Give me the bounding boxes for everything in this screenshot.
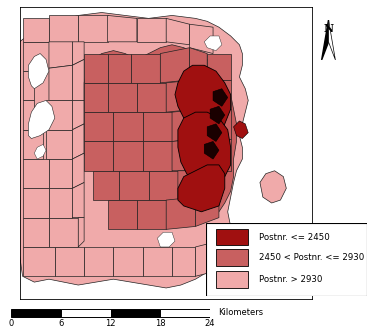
Polygon shape — [157, 232, 175, 247]
Polygon shape — [166, 80, 196, 112]
Polygon shape — [204, 36, 222, 51]
Polygon shape — [213, 89, 228, 106]
Polygon shape — [78, 218, 84, 247]
Polygon shape — [73, 182, 84, 218]
Polygon shape — [166, 18, 189, 45]
Polygon shape — [189, 48, 207, 80]
Polygon shape — [73, 59, 84, 101]
Polygon shape — [84, 54, 108, 83]
Polygon shape — [49, 15, 78, 42]
Polygon shape — [137, 83, 166, 112]
Bar — [111, 309, 160, 317]
Polygon shape — [160, 48, 189, 83]
Polygon shape — [143, 142, 172, 171]
Polygon shape — [207, 124, 222, 142]
Polygon shape — [113, 112, 143, 142]
Polygon shape — [49, 159, 73, 188]
Text: 2450 < Postnr. <= 2930: 2450 < Postnr. <= 2930 — [259, 253, 364, 262]
Polygon shape — [108, 83, 137, 112]
Polygon shape — [49, 42, 73, 68]
Polygon shape — [175, 65, 231, 136]
Text: Postnr. <= 2450: Postnr. <= 2450 — [259, 232, 330, 241]
Polygon shape — [23, 101, 34, 130]
Polygon shape — [113, 247, 143, 276]
Polygon shape — [149, 171, 178, 200]
Polygon shape — [73, 153, 84, 188]
Polygon shape — [131, 54, 160, 83]
Polygon shape — [189, 24, 213, 54]
Polygon shape — [34, 145, 46, 159]
Polygon shape — [23, 218, 49, 247]
Polygon shape — [49, 65, 73, 101]
Polygon shape — [172, 139, 201, 171]
Polygon shape — [178, 171, 201, 200]
Bar — [216, 271, 248, 288]
Polygon shape — [322, 20, 329, 60]
Polygon shape — [23, 71, 34, 101]
Text: 6: 6 — [58, 319, 64, 328]
Bar — [216, 249, 248, 266]
Bar — [61, 309, 111, 317]
Polygon shape — [84, 247, 113, 276]
Polygon shape — [143, 112, 172, 142]
Polygon shape — [23, 42, 49, 71]
Polygon shape — [19, 13, 248, 288]
Polygon shape — [207, 54, 231, 80]
Bar — [160, 309, 210, 317]
Polygon shape — [46, 130, 73, 159]
Text: Kilometers: Kilometers — [219, 308, 264, 317]
Polygon shape — [201, 139, 231, 171]
Polygon shape — [233, 121, 248, 139]
Polygon shape — [73, 124, 84, 159]
Text: 12: 12 — [105, 319, 116, 328]
Polygon shape — [196, 197, 219, 226]
Polygon shape — [108, 200, 137, 229]
Polygon shape — [28, 54, 49, 89]
Polygon shape — [23, 159, 49, 188]
Polygon shape — [137, 200, 166, 229]
Polygon shape — [204, 142, 219, 159]
Polygon shape — [49, 218, 78, 247]
Polygon shape — [108, 15, 137, 42]
Polygon shape — [137, 18, 166, 42]
Polygon shape — [93, 171, 119, 200]
Polygon shape — [178, 165, 225, 212]
Polygon shape — [84, 112, 113, 142]
Polygon shape — [113, 142, 143, 171]
Polygon shape — [260, 171, 286, 203]
Polygon shape — [196, 241, 219, 276]
Polygon shape — [143, 247, 172, 276]
Polygon shape — [23, 188, 49, 218]
Polygon shape — [119, 171, 149, 200]
Polygon shape — [84, 142, 113, 171]
Polygon shape — [46, 101, 73, 130]
Polygon shape — [84, 45, 236, 218]
Polygon shape — [178, 112, 231, 182]
Polygon shape — [210, 106, 225, 124]
Polygon shape — [23, 247, 55, 276]
Bar — [11, 309, 61, 317]
Polygon shape — [201, 109, 231, 139]
Polygon shape — [172, 109, 201, 142]
Text: Postnr. > 2930: Postnr. > 2930 — [259, 275, 323, 284]
Bar — [216, 229, 248, 245]
Polygon shape — [329, 20, 335, 60]
Polygon shape — [78, 15, 108, 42]
Polygon shape — [23, 18, 49, 42]
Polygon shape — [73, 42, 84, 65]
Polygon shape — [55, 247, 84, 276]
Polygon shape — [108, 54, 131, 83]
Polygon shape — [49, 188, 73, 218]
Polygon shape — [172, 247, 196, 276]
Text: N: N — [324, 23, 333, 34]
Polygon shape — [73, 101, 84, 130]
Text: 18: 18 — [155, 319, 166, 328]
Text: 0: 0 — [9, 319, 14, 328]
Polygon shape — [166, 197, 196, 229]
Polygon shape — [23, 130, 43, 159]
Text: 24: 24 — [205, 319, 215, 328]
Polygon shape — [28, 101, 55, 139]
Polygon shape — [84, 83, 108, 112]
Polygon shape — [207, 80, 231, 109]
